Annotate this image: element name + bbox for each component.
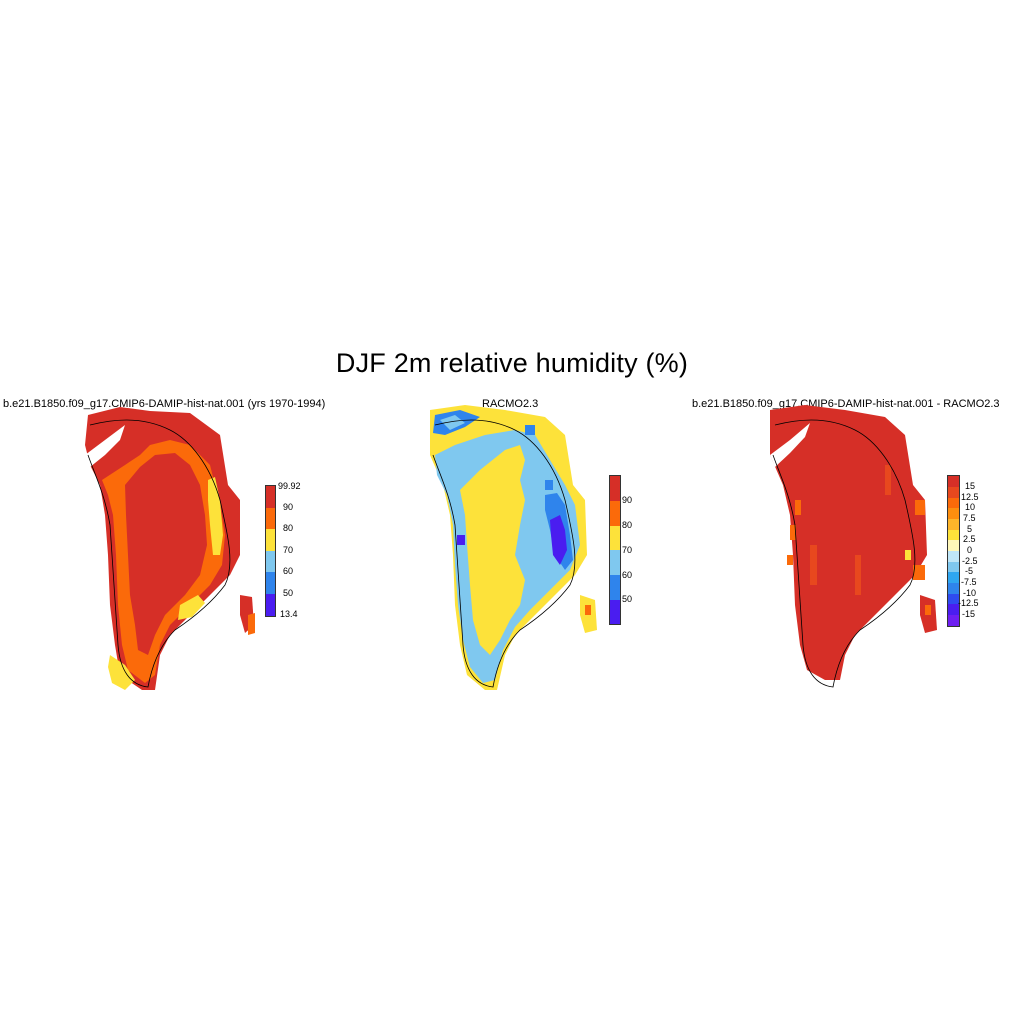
cb2-swatch-4 [610, 550, 620, 575]
cb3-label: 7.5 [963, 513, 976, 523]
cb1-label: 60 [283, 566, 294, 576]
cb2-swatch-2 [610, 501, 620, 526]
panel-2-title: RACMO2.3 [482, 398, 539, 410]
cb2-swatch-1 [610, 476, 620, 501]
cb3-swatch-13 [948, 604, 959, 615]
cb1-label: 90 [283, 502, 294, 512]
greenland-map-model [85, 407, 255, 690]
cb3-swatch-5 [948, 519, 959, 530]
cb3-label: 12.5 [961, 492, 979, 502]
cb2-swatch-6 [610, 600, 620, 624]
cb2-swatch-5 [610, 575, 620, 600]
cb1-swatch-4 [266, 551, 275, 572]
cb3-label: 0 [967, 545, 973, 555]
cb3-swatch-3 [948, 498, 959, 508]
cb3-swatch-6 [948, 530, 959, 540]
cb1-swatch-2 [266, 508, 275, 529]
cb1-label: 50 [283, 588, 294, 598]
cb1-label: 99.92 [278, 481, 301, 491]
cb3-label: 10 [965, 502, 976, 512]
cb3-label: 15 [965, 481, 976, 491]
cb1-label: 80 [283, 523, 294, 533]
cb2-label: 50 [622, 594, 633, 604]
panel-3-map [770, 405, 937, 688]
cb3-label: -15 [962, 609, 976, 619]
cb2-swatch-3 [610, 526, 620, 550]
cb3-swatch-10 [948, 572, 959, 583]
cb3-swatch-12 [948, 594, 959, 604]
cb1-label: 13.4 [280, 609, 298, 619]
greenland-map-racmo [430, 405, 597, 690]
cb3-swatch-8 [948, 551, 959, 562]
cb2-label: 90 [622, 495, 633, 505]
cb3-swatch-11 [948, 583, 959, 594]
cb3-label: -10 [963, 588, 977, 598]
cb3-swatch-4 [948, 508, 959, 519]
panel-1-map [85, 407, 255, 690]
greenland-map-difference [770, 405, 937, 680]
cb3-swatch-2 [948, 487, 959, 498]
panel-2-map [430, 405, 597, 690]
cb3-swatch-1 [948, 476, 959, 487]
cb1-swatch-5 [266, 572, 275, 594]
figure-title: DJF 2m relative humidity (%) [335, 348, 689, 378]
panel-3-title: b.e21.B1850.f09_g17.CMIP6-DAMIP-hist-nat… [692, 398, 1000, 410]
cb2-label: 70 [622, 545, 633, 555]
cb1-label: 70 [283, 545, 294, 555]
cb3-label: 5 [967, 524, 973, 534]
cb3-label: -7.5 [961, 577, 977, 587]
cb3-swatch-9 [948, 562, 959, 572]
cb3-swatch-7 [948, 540, 959, 551]
cb3-swatch-14 [948, 615, 959, 626]
cb1-swatch-3 [266, 529, 275, 551]
cb3-label: -5 [965, 566, 974, 576]
cb3-label: -2.5 [962, 556, 978, 566]
cb2-label: 80 [622, 520, 633, 530]
colorbar-3 [947, 475, 960, 627]
cb1-swatch-1 [266, 486, 275, 508]
cb3-label: 2.5 [963, 534, 976, 544]
cb1-swatch-6 [266, 594, 275, 616]
colorbar-1 [265, 485, 276, 617]
cb3-label: -12.5 [958, 598, 979, 608]
cb2-label: 60 [622, 570, 633, 580]
colorbar-2 [609, 475, 621, 625]
panel-1-title: b.e21.B1850.f09_g17.CMIP6-DAMIP-hist-nat… [3, 398, 326, 410]
